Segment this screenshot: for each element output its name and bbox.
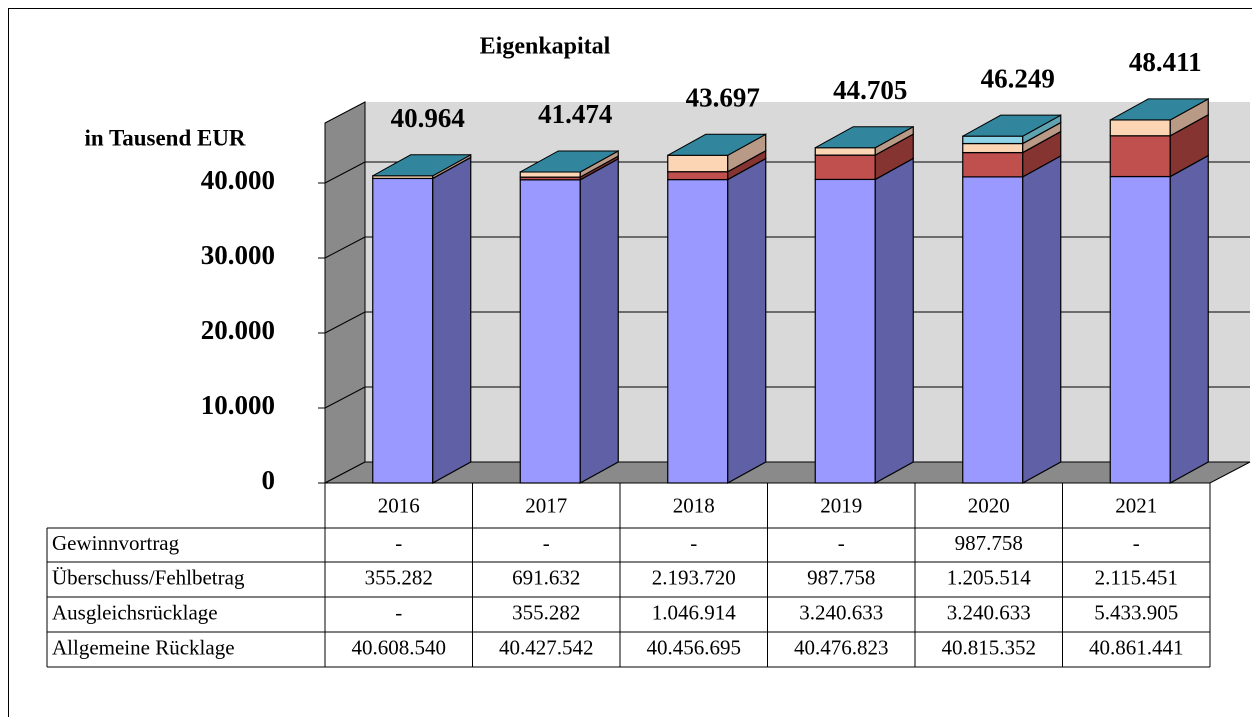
bar-segment-side (1169, 154, 1209, 485)
bar-top (372, 154, 471, 177)
table-value: 691.632 (512, 565, 580, 589)
legend-label: Allgemeine Rücklage (52, 635, 235, 659)
bar-top (520, 150, 619, 173)
bar-segment (1109, 135, 1171, 178)
bar-segment-side (874, 157, 914, 485)
table-value: 5.433.905 (1094, 600, 1178, 624)
bar-segment-side (432, 156, 472, 485)
bar-segment (1109, 175, 1171, 484)
side-wall (324, 101, 366, 484)
y-tick-label: 10.000 (201, 390, 275, 420)
grid-line (324, 311, 366, 334)
bar-segment (667, 178, 729, 484)
table-value: 987.758 (955, 531, 1023, 555)
table-value: 2.115.451 (1095, 565, 1178, 589)
bar-segment (814, 147, 876, 156)
bar-segment (519, 179, 581, 484)
grid-line (324, 386, 366, 409)
x-tick-label: 2018 (673, 493, 715, 517)
table-value: 40.476.823 (794, 635, 889, 659)
grid-line (324, 161, 366, 184)
bar-segment (814, 154, 876, 181)
bar-segment (372, 177, 434, 484)
bar-top (815, 126, 914, 149)
y-tick-label: 30.000 (201, 240, 275, 270)
bar-segment (667, 171, 729, 181)
bar-segment (814, 178, 876, 484)
table-value: 1.046.914 (652, 600, 737, 624)
table-value: 3.240.633 (947, 600, 1031, 624)
bar-segment (667, 154, 729, 173)
x-tick-label: 2020 (968, 493, 1010, 517)
table-value: - (395, 531, 402, 555)
grid-line (324, 236, 366, 259)
table-value: 3.240.633 (799, 600, 883, 624)
table-value: 1.205.514 (947, 565, 1032, 589)
table-value: - (838, 531, 845, 555)
table-value: - (690, 531, 697, 555)
table-value: 355.282 (512, 600, 580, 624)
bar-top (1110, 98, 1209, 121)
total-label: 40.964 (391, 103, 465, 133)
y-axis-label: in Tausend EUR (84, 125, 245, 150)
legend-label: Ausgleichsrücklage (52, 600, 218, 624)
table-value: 2.193.720 (652, 565, 736, 589)
bar-segment-side (727, 157, 767, 485)
table-value: - (395, 600, 402, 624)
legend-label: Gewinnvortrag (52, 531, 180, 555)
table-value: 987.758 (807, 565, 875, 589)
y-tick-label: 20.000 (201, 315, 275, 345)
table-value: - (1133, 531, 1140, 555)
table-value: - (543, 531, 550, 555)
bar-segment (962, 135, 1024, 145)
x-tick-label: 2019 (820, 493, 862, 517)
table-value: 355.282 (365, 565, 433, 589)
legend-label: Überschuss/Fehlbetrag (52, 565, 245, 589)
x-tick-label: 2017 (525, 493, 567, 517)
y-tick-label: 0 (262, 465, 276, 495)
table-value: 40.815.352 (942, 635, 1037, 659)
bar-top (962, 114, 1061, 137)
bar-segment (962, 151, 1024, 178)
x-tick-label: 2021 (1115, 493, 1157, 517)
total-label: 44.705 (833, 75, 907, 105)
total-label: 41.474 (538, 99, 612, 129)
total-label: 48.411 (1129, 47, 1202, 77)
bar-top (667, 133, 766, 156)
table-value: 40.427.542 (499, 635, 594, 659)
total-label: 46.249 (981, 63, 1055, 93)
bar-segment-side (579, 157, 619, 485)
table-value: 40.608.540 (352, 635, 447, 659)
bar-segment (962, 176, 1024, 484)
y-tick-label: 40.000 (201, 165, 275, 195)
total-label: 43.697 (686, 82, 760, 112)
bar-segment-side (1022, 154, 1062, 485)
bar-segment (519, 171, 581, 178)
table-value: 40.861.441 (1089, 635, 1184, 659)
table-value: 40.456.695 (647, 635, 742, 659)
x-tick-label: 2016 (378, 493, 420, 517)
bar-segment (962, 142, 1024, 154)
bar-segment (1109, 119, 1171, 137)
frame (8, 8, 1252, 717)
chart-title: Eigenkapital (480, 34, 611, 60)
